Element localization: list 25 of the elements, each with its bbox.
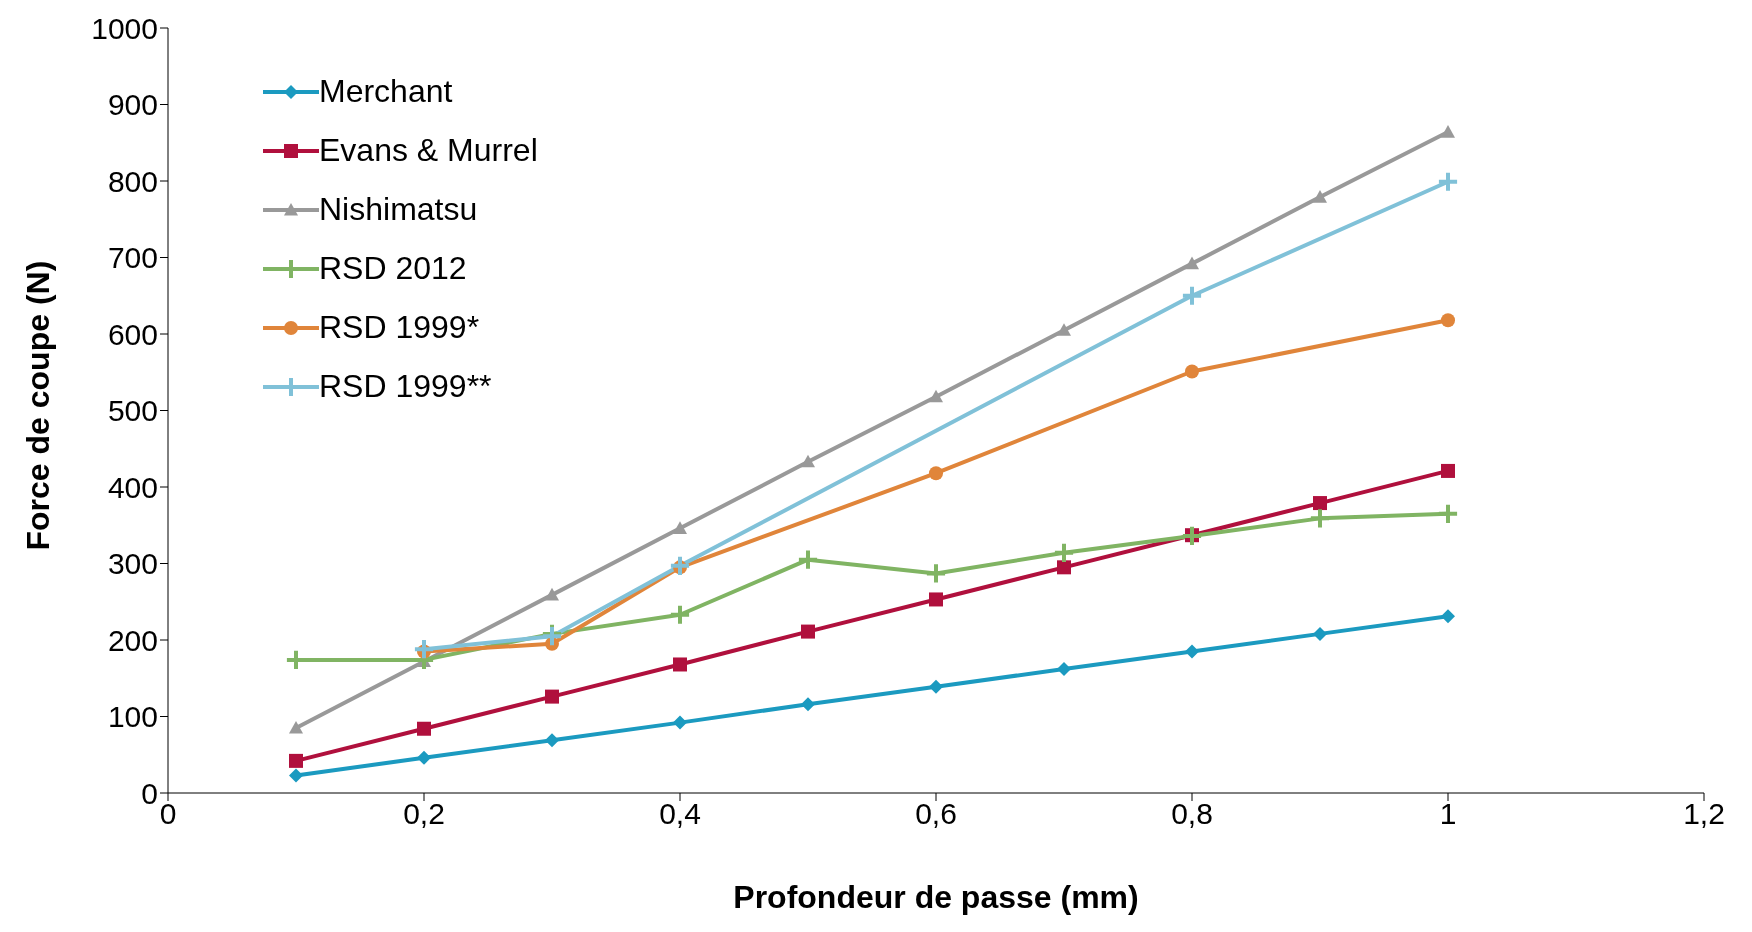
x-tick-label: 0,8 [1171, 797, 1213, 831]
legend-label: Evans & Murrel [319, 132, 538, 169]
y-tick-label: 400 [107, 470, 158, 504]
legend-label: Merchant [319, 73, 453, 110]
y-tick-label: 900 [107, 88, 158, 122]
y-tick-label: 0 [141, 776, 158, 810]
y-tick-label: 300 [107, 547, 158, 581]
y-tick-label: 500 [107, 394, 158, 428]
y-tick-label: 800 [107, 164, 158, 198]
y-tick-label: 100 [107, 700, 158, 734]
legend-label: Nishimatsu [319, 191, 478, 228]
x-axis-title: Profondeur de passe (mm) [733, 879, 1139, 915]
y-tick-label: 200 [107, 623, 158, 657]
x-tick-label: 1 [1439, 797, 1457, 831]
x-tick-label: 1,2 [1683, 797, 1725, 831]
y-tick-label: 700 [107, 241, 158, 275]
legend-label: RSD 1999* [319, 309, 480, 346]
y-axis-title: Force de coupe (N) [20, 260, 57, 551]
x-tick-label: 0,6 [915, 797, 957, 831]
x-tick-label: 0,4 [659, 797, 701, 831]
y-tick-label: 1000 [91, 11, 158, 45]
x-tick-label: 0,2 [403, 797, 445, 831]
y-tick-label: 600 [107, 317, 158, 351]
legend-label: RSD 2012 [319, 250, 467, 287]
legend-label: RSD 1999** [319, 368, 492, 405]
